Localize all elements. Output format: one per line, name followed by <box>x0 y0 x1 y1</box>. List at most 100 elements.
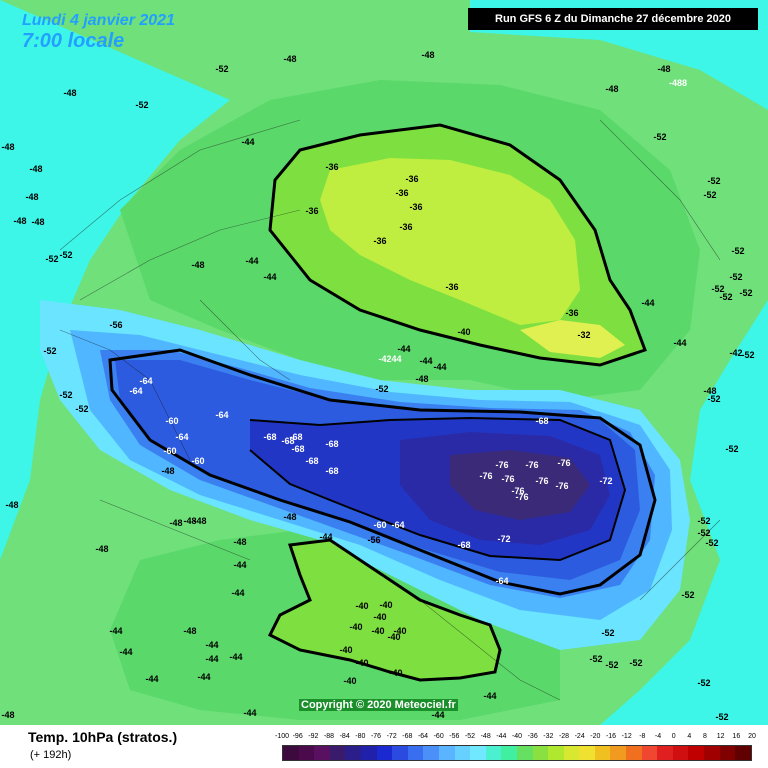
colorbar-label: -60 <box>433 733 444 740</box>
colorbar-swatch <box>516 746 533 760</box>
contour-label: -44 <box>109 626 122 636</box>
contour-label: -48 <box>183 516 196 526</box>
contour-label: -56 <box>367 535 380 545</box>
contour-label: -48 <box>233 537 246 547</box>
contour-label: -44 <box>319 532 332 542</box>
colorbar-label: -80 <box>355 733 366 740</box>
colorbar-swatch <box>392 746 408 760</box>
contour-label: -52 <box>629 658 642 668</box>
forecast-header: Lundi 4 janvier 2021 7:00 locale <box>22 12 175 52</box>
colorbar-swatch <box>594 746 611 760</box>
contour-thick-south <box>267 538 502 682</box>
contour-label: -52 <box>135 100 148 110</box>
contour-label: -44 <box>243 708 256 718</box>
contour-label: -44 <box>245 256 258 266</box>
colorbar-swatch <box>329 746 346 760</box>
contour-label: -52 <box>375 384 388 394</box>
contour-label: -48 <box>1 710 14 720</box>
colorbar-label: 8 <box>703 733 707 740</box>
colorbar-swatch <box>501 746 517 760</box>
colorbar-swatch <box>360 746 377 760</box>
contour-label: -44 <box>419 356 432 366</box>
contour-label: -48 <box>183 626 196 636</box>
contour-label: -48 <box>415 374 428 384</box>
contour-label: -44 <box>233 560 246 570</box>
contour-label: -76 <box>479 471 492 481</box>
colorbar-label: -28 <box>558 733 570 740</box>
colorbar-label: -44 <box>496 733 507 740</box>
contour-label: -40 <box>373 612 386 622</box>
colorbar-label: -32 <box>543 733 554 740</box>
contour-label: -64 <box>129 386 142 396</box>
contour-label: -52 <box>705 538 718 548</box>
contour-label: -52 <box>707 176 720 186</box>
contour-label: -52 <box>707 394 720 404</box>
contour-label: -44 <box>241 137 254 147</box>
contour-label: -68 <box>281 436 294 446</box>
contour-label: -64 <box>391 520 404 530</box>
contour-thick-cold-inner <box>249 416 627 562</box>
contour-label: -76 <box>535 476 548 486</box>
colorbar-labels: -100 -96 -92 -88 -84 -80 -76 -72 -68 -64 -60 -56 -52… <box>275 733 756 743</box>
contour-label: -48 <box>169 518 182 528</box>
stratospheric-temperature-map: -48-52-48-48-48-488-52-48-48 -44-48-48-48… <box>0 0 768 725</box>
colorbar-label: -56 <box>449 733 460 740</box>
colorbar-label: -72 <box>386 733 397 740</box>
contour-label: -32 <box>577 330 590 340</box>
colorbar-label: -20 <box>590 733 601 740</box>
colorbar-label: -40 <box>511 733 523 740</box>
contour-label: -52 <box>729 272 742 282</box>
contour-label: -52 <box>43 346 56 356</box>
colorbar-label: 12 <box>716 733 725 740</box>
contour-thick-cold <box>108 348 657 596</box>
colorbar-swatch <box>423 746 439 760</box>
colorbar-label: -4 <box>654 733 662 740</box>
contour-label: -36 <box>409 202 422 212</box>
contour-label: -40 <box>379 600 392 610</box>
colorbar-swatch <box>688 746 705 760</box>
colorbar-label: -96 <box>292 733 303 740</box>
contour-label: -52 <box>725 444 738 454</box>
contour-label: -36 <box>325 162 338 172</box>
colorbar-swatch <box>345 746 361 760</box>
contour-label: -44 <box>205 654 218 664</box>
colorbar-swatch <box>735 746 751 760</box>
contour-label: -52 <box>719 292 732 302</box>
band-minus32-north <box>520 320 625 358</box>
contour-label: -44 <box>673 338 686 348</box>
contour-label: -44 <box>263 272 276 282</box>
contour-label: -44 <box>197 672 210 682</box>
contour-label: -68 <box>535 416 548 426</box>
graticule <box>59 119 721 701</box>
contour-label: -52 <box>711 284 724 294</box>
contour-label: -76 <box>525 460 538 470</box>
contour-label: -52 <box>59 390 72 400</box>
band-minus36-north <box>320 158 580 325</box>
contour-label: -52 <box>697 528 710 538</box>
colorbar-label: -100 <box>274 733 290 740</box>
colorbar-swatch <box>283 746 299 760</box>
colorbar-label: -76 <box>370 733 382 740</box>
contour-label: -72 <box>497 534 510 544</box>
contour-label: -52 <box>589 654 602 664</box>
map-title: Temp. 10hPa (stratos.) <box>28 729 178 745</box>
contour-label: -60 <box>163 446 176 456</box>
contour-label: -36 <box>399 222 412 232</box>
contour-labels: -48-52-48-48-48-488-52-48-48 -44-48-48-48… <box>1 50 754 722</box>
colorbar-label: -8 <box>639 733 646 740</box>
contour-label: -4244 <box>378 354 401 364</box>
colorbar-swatch <box>532 746 549 760</box>
colorbar-swatch <box>657 746 673 760</box>
contour-label: -36 <box>405 174 418 184</box>
colorbar-label: 4 <box>687 733 692 740</box>
contour-label: -68 <box>289 432 302 442</box>
contour-label: -488 <box>669 78 687 88</box>
colorbar-label: -52 <box>464 733 476 740</box>
contour-label: -68 <box>325 466 338 476</box>
contour-label: -60 <box>191 456 204 466</box>
contour-label: -52 <box>739 288 752 298</box>
colorbar-swatch <box>376 746 393 760</box>
contour-label: -52 <box>741 350 754 360</box>
contour-label: -36 <box>445 282 458 292</box>
contour-label: -48 <box>283 512 296 522</box>
